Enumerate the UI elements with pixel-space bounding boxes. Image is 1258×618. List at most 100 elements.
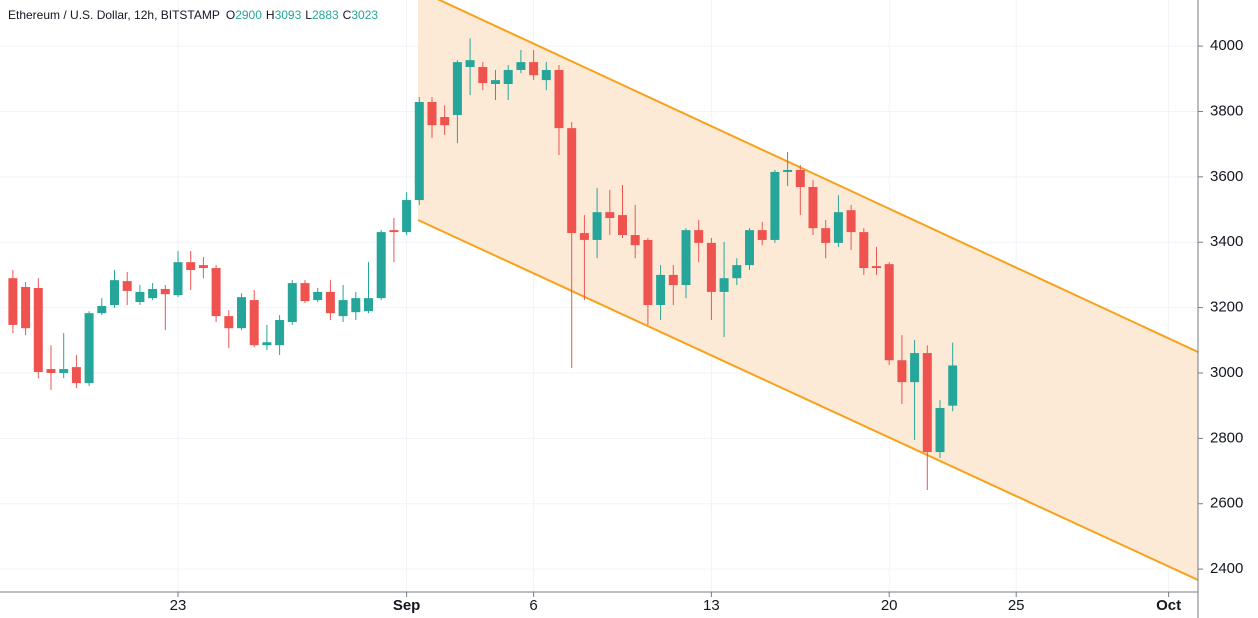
candle-body bbox=[529, 62, 539, 76]
candle-body bbox=[287, 283, 297, 322]
candle-body bbox=[186, 262, 196, 271]
candle-body bbox=[478, 67, 488, 84]
candle-body bbox=[313, 291, 323, 301]
x-tick-label: 23 bbox=[170, 597, 187, 614]
y-tick-label: 3400 bbox=[1210, 233, 1243, 250]
candle-body bbox=[694, 230, 704, 243]
candle-body bbox=[173, 262, 183, 296]
candle-body bbox=[364, 298, 373, 312]
candle-body bbox=[491, 80, 500, 85]
candle-body bbox=[503, 69, 513, 85]
candle-body bbox=[21, 287, 31, 329]
candle-body bbox=[338, 300, 348, 317]
candle-body bbox=[211, 268, 221, 317]
candle-body bbox=[884, 264, 894, 361]
candle-body bbox=[846, 210, 856, 233]
candle-body bbox=[516, 62, 526, 70]
x-tick-label: Sep bbox=[393, 597, 421, 614]
candle-body bbox=[351, 298, 361, 313]
candle-body bbox=[33, 287, 43, 373]
candle-body bbox=[643, 239, 653, 305]
candle-body bbox=[872, 266, 881, 269]
candle-body bbox=[821, 228, 831, 243]
candle-body bbox=[300, 283, 310, 302]
candle-body bbox=[833, 212, 843, 243]
x-tick-label: 20 bbox=[881, 597, 898, 614]
candle-body bbox=[440, 117, 450, 126]
ohlc-value: 2900 bbox=[235, 8, 262, 22]
candle-body bbox=[897, 360, 907, 383]
candle-body bbox=[376, 232, 386, 299]
candle-body bbox=[770, 171, 780, 240]
candle-body bbox=[148, 288, 158, 299]
candle-body bbox=[605, 212, 615, 219]
candle-body bbox=[757, 230, 767, 240]
candle-body bbox=[224, 316, 234, 329]
y-tick-label: 2400 bbox=[1210, 560, 1243, 577]
candle-body bbox=[795, 169, 805, 187]
y-tick-label: 3200 bbox=[1210, 299, 1243, 316]
candle-body bbox=[808, 186, 818, 229]
candle-body bbox=[732, 265, 742, 279]
candle-body bbox=[275, 320, 285, 346]
candle-body bbox=[249, 300, 259, 346]
ohlc-label: L bbox=[305, 8, 312, 22]
x-tick-label: 25 bbox=[1008, 597, 1025, 614]
candle-body bbox=[325, 291, 335, 314]
x-tick-label: 13 bbox=[703, 597, 720, 614]
candle-body bbox=[745, 230, 754, 266]
x-tick-label: Oct bbox=[1156, 597, 1181, 614]
candle-body bbox=[135, 291, 145, 303]
candle-body bbox=[630, 235, 640, 246]
channel-fill bbox=[418, 0, 1198, 580]
candle-body bbox=[567, 128, 577, 234]
y-tick-label: 3000 bbox=[1210, 364, 1243, 381]
candle-body bbox=[948, 365, 958, 406]
candle-body bbox=[414, 101, 424, 201]
ohlc-label: H bbox=[266, 8, 275, 22]
ohlc-value: 3023 bbox=[351, 8, 378, 22]
candle-body bbox=[110, 280, 119, 305]
candle-body bbox=[46, 369, 56, 373]
y-tick-label: 4000 bbox=[1210, 37, 1243, 54]
channel-upper bbox=[437, 0, 1198, 353]
candle-body bbox=[935, 407, 945, 453]
y-tick-label: 2600 bbox=[1210, 495, 1243, 512]
candle-body bbox=[452, 62, 462, 116]
candle-body bbox=[554, 69, 564, 129]
candle-body bbox=[160, 288, 170, 295]
x-tick-label: 6 bbox=[529, 597, 537, 614]
ohlc-value: 3093 bbox=[275, 8, 302, 22]
candle-body bbox=[198, 265, 208, 269]
candle-body bbox=[541, 69, 551, 81]
candle-body bbox=[122, 281, 132, 291]
candle-body bbox=[859, 232, 869, 269]
candle-body bbox=[681, 230, 691, 286]
ohlc-label: C bbox=[343, 8, 352, 22]
candle-body bbox=[668, 274, 678, 286]
candle-body bbox=[656, 274, 666, 305]
candle-body bbox=[427, 101, 437, 126]
candle-body bbox=[262, 342, 272, 346]
candle-body bbox=[97, 305, 107, 314]
candle-body bbox=[706, 242, 716, 292]
candle-body bbox=[402, 200, 412, 233]
candle-body bbox=[618, 215, 627, 236]
candle-body bbox=[719, 278, 729, 292]
candle-body bbox=[579, 233, 589, 240]
y-tick-label: 3800 bbox=[1210, 102, 1243, 119]
y-tick-label: 2800 bbox=[1210, 429, 1243, 446]
candle-body bbox=[389, 230, 399, 233]
channel-lower bbox=[417, 219, 1198, 581]
candle-body bbox=[71, 367, 81, 384]
channel bbox=[417, 0, 1198, 581]
candle-body bbox=[59, 369, 69, 373]
y-tick-label: 3600 bbox=[1210, 168, 1243, 185]
chart-title: Ethereum / U.S. Dollar, 12h, BITSTAMP bbox=[8, 8, 220, 22]
header: Ethereum / U.S. Dollar, 12h, BITSTAMP O29… bbox=[8, 8, 378, 22]
candle-body bbox=[783, 169, 793, 172]
candle-body bbox=[8, 278, 18, 325]
candle-body bbox=[910, 353, 920, 383]
ohlc-label: O bbox=[226, 8, 235, 22]
